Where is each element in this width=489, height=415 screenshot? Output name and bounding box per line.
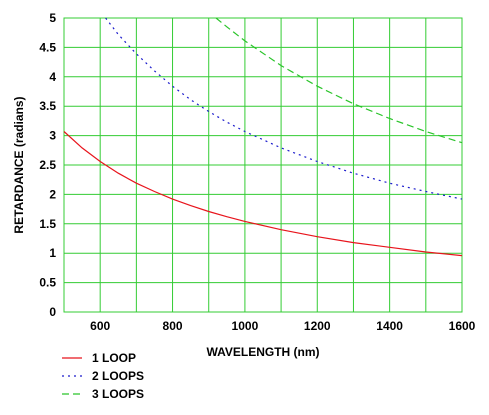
- legend-item-2: 2 LOOPS: [62, 367, 144, 385]
- legend-swatch-2: [62, 375, 82, 377]
- x-tick-label: 1400: [376, 319, 403, 333]
- y-tick-label: 4: [49, 70, 56, 84]
- plot-frame: [63, 17, 463, 313]
- y-tick-label: 0.5: [39, 276, 56, 290]
- x-tick-label: 1600: [449, 319, 476, 333]
- y-tick-label: 3.5: [39, 99, 56, 113]
- legend-label: 2 LOOPS: [92, 369, 145, 383]
- y-tick-label: 4.5: [39, 40, 56, 54]
- y-tick-label: 3: [49, 129, 56, 143]
- legend-item-3: 3 LOOPS: [62, 385, 144, 403]
- legend: 1 LOOP 2 LOOPS 3 LOOPS: [62, 349, 144, 403]
- series-line-2: [105, 17, 463, 200]
- legend-item-1: 1 LOOP: [62, 349, 144, 367]
- series-line-1: [63, 131, 463, 257]
- y-tick-label: 1: [49, 246, 56, 260]
- legend-swatch-3: [62, 393, 82, 395]
- series-line-3: [215, 17, 463, 144]
- y-tick-label: 2: [49, 187, 56, 201]
- x-axis-label: WAVELENGTH (nm): [206, 345, 320, 359]
- x-tick-label: 800: [163, 319, 183, 333]
- y-tick-label: 2.5: [39, 158, 56, 172]
- y-axis-label: RETARDANCE (radians): [12, 96, 26, 234]
- legend-label: 1 LOOP: [92, 351, 137, 365]
- x-tick-label: 1200: [304, 319, 331, 333]
- y-tick-label: 5: [49, 11, 56, 25]
- x-tick-label: 1000: [232, 319, 259, 333]
- y-tick-label: 1.5: [39, 217, 56, 231]
- legend-label: 3 LOOPS: [92, 387, 145, 401]
- y-tick-label: 0: [49, 305, 56, 319]
- y-axis-label-container: RETARDANCE (radians): [9, 18, 29, 312]
- x-tick-label: 600: [90, 319, 110, 333]
- legend-swatch-1: [62, 357, 82, 359]
